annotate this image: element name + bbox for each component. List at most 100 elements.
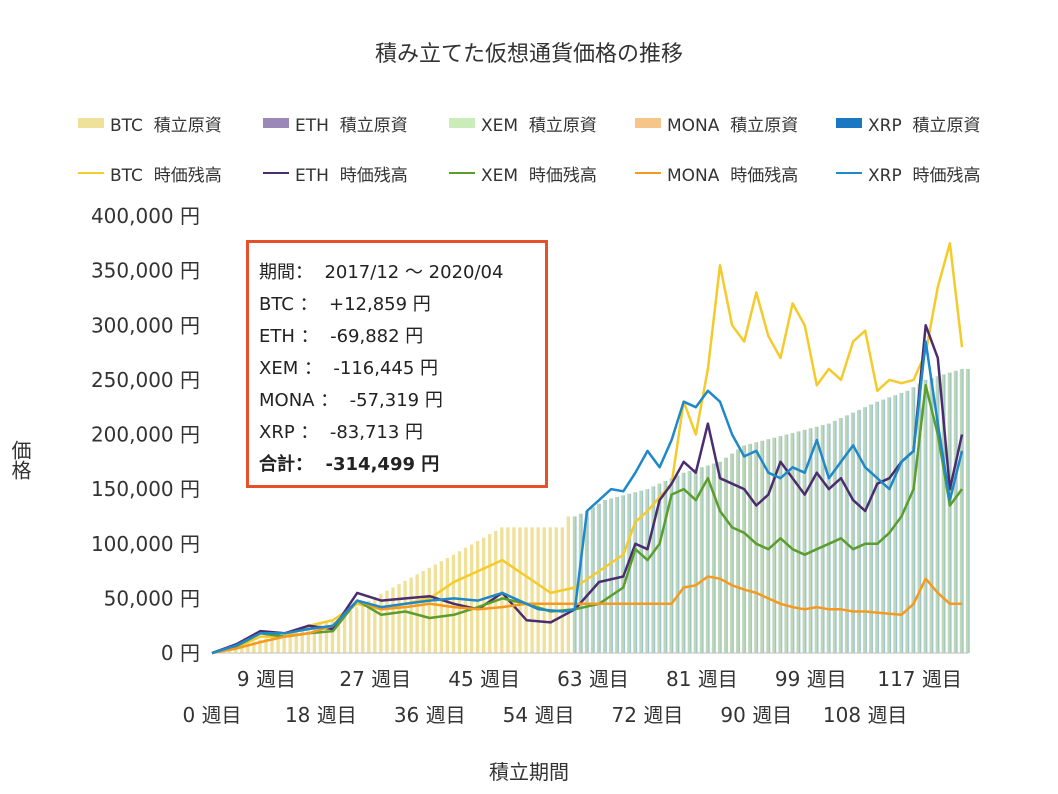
bar	[926, 379, 928, 653]
x-tick-label: 18 週目	[285, 703, 357, 727]
bar	[385, 590, 389, 653]
bar	[318, 623, 323, 653]
bar	[687, 470, 692, 653]
bar	[699, 467, 704, 653]
legend-item-xrp-bar: XRP 積立原資	[836, 111, 1006, 136]
bar	[817, 426, 819, 653]
bar	[814, 426, 819, 653]
bar	[805, 429, 807, 653]
bar	[288, 631, 292, 653]
legend-item-btc-line: BTC 時価残高	[78, 161, 263, 186]
y-tick-label: 350,000 円	[91, 259, 200, 283]
legend-swatch	[836, 118, 862, 128]
bar	[403, 580, 407, 653]
bar	[336, 616, 341, 653]
legend-swatch	[635, 118, 661, 128]
bar	[732, 453, 734, 653]
bar	[672, 478, 674, 653]
bar	[575, 516, 577, 653]
x-tick-label: 81 週目	[666, 667, 738, 691]
bar	[270, 636, 274, 653]
bar	[524, 527, 528, 653]
x-tick-label: 0 週目	[182, 703, 241, 727]
bar	[702, 467, 704, 653]
bar	[778, 436, 782, 653]
x-tick-label: 45 週目	[448, 667, 520, 691]
legend-label: XEM 時価残高	[481, 165, 597, 186]
legend-item-mona-bar: MONA 積立原資	[635, 111, 836, 136]
x-tick-label: 9 週目	[237, 667, 296, 691]
legend-item-xrp-line: XRP 時価残高	[836, 161, 1006, 186]
chart-title: 積み立てた仮想通貨価格の推移	[374, 42, 683, 67]
legend-swatch	[78, 118, 104, 128]
annotation-eth: ETH ： -69,882 円	[259, 326, 424, 347]
bar	[397, 584, 401, 653]
bar	[264, 638, 268, 653]
legend-item-btc-bar: BTC 積立原資	[78, 111, 263, 136]
x-tick-label: 90 週目	[720, 703, 792, 727]
bar	[756, 442, 759, 653]
bar	[889, 397, 892, 653]
annotation-total: 合計： -314,499 円	[259, 454, 440, 475]
y-tick-label: 100,000 円	[91, 532, 200, 556]
bar	[938, 376, 940, 653]
bar	[875, 401, 879, 653]
bar	[711, 463, 716, 653]
legend-label: XRP 時価残高	[868, 165, 981, 186]
bar	[748, 443, 752, 653]
bar	[796, 431, 800, 653]
legend-label: XRP 積立原資	[868, 115, 981, 136]
legend-swatch	[263, 172, 289, 174]
annotation-xem: XEM ： -116,445 円	[259, 358, 439, 379]
bar	[947, 372, 952, 653]
bar	[959, 368, 964, 653]
bar	[923, 379, 927, 653]
legend-item-xem-bar: XEM 積立原資	[449, 111, 635, 136]
bar	[324, 621, 329, 653]
bar	[663, 480, 667, 653]
bar	[744, 445, 747, 653]
bar	[684, 472, 686, 653]
bar	[802, 429, 806, 653]
bar	[902, 392, 904, 653]
bar	[826, 423, 831, 653]
bar	[282, 633, 286, 653]
bar	[730, 453, 734, 653]
bar	[391, 587, 395, 653]
y-tick-label: 150,000 円	[91, 477, 200, 501]
bar	[775, 437, 777, 653]
bar	[935, 376, 939, 653]
bar	[844, 415, 849, 653]
bar	[409, 577, 413, 653]
bar	[750, 443, 753, 653]
bar	[639, 490, 643, 653]
bar	[548, 527, 552, 653]
bar	[645, 489, 649, 653]
bar	[850, 412, 855, 653]
bar	[811, 428, 813, 653]
bar	[717, 461, 722, 653]
bar	[621, 495, 625, 653]
y-tick-label: 400,000 円	[91, 204, 200, 228]
x-tick-label: 72 週目	[612, 703, 684, 727]
y-tick-label: 300,000 円	[91, 313, 200, 337]
bar	[611, 498, 613, 653]
bar	[678, 475, 680, 653]
bar	[929, 378, 933, 653]
bar	[512, 527, 516, 653]
bar	[258, 639, 262, 653]
bar	[457, 551, 462, 653]
bar	[877, 401, 880, 653]
bar	[953, 370, 958, 653]
bar	[863, 407, 867, 653]
bar	[841, 418, 843, 653]
legend-label: XEM 積立原資	[481, 115, 597, 136]
bar	[899, 392, 903, 653]
bar	[500, 527, 504, 653]
legend-row-bars: BTC 積立原資 ETH 積立原資 XEM 積立原資 MONA 積立原資 XRP…	[78, 110, 1018, 136]
legend-swatch	[263, 118, 289, 128]
bar	[808, 428, 812, 653]
bar	[705, 465, 710, 653]
bar	[355, 607, 359, 653]
